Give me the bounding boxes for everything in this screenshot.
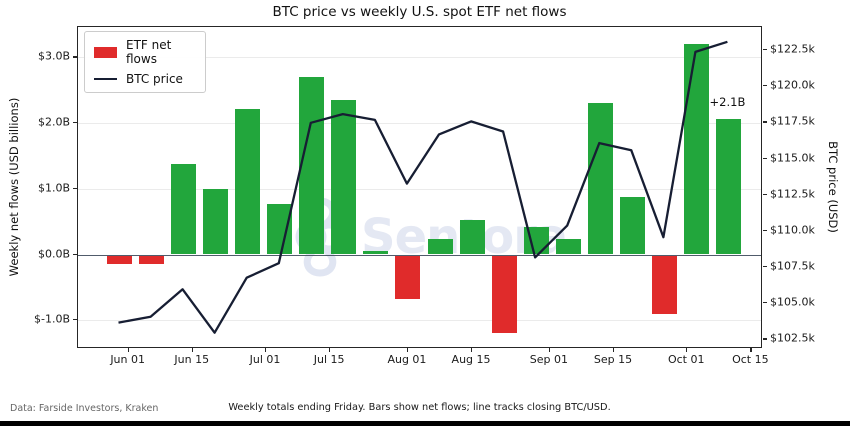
etf-flow-bar: [715, 118, 741, 255]
etf-flow-bar: [235, 109, 261, 255]
tick-mark: [72, 253, 77, 255]
right-y-tick-label: $110.0k: [770, 223, 815, 237]
btc-price-line-swatch-icon: [94, 77, 117, 81]
gridline: [78, 123, 761, 125]
etf-flow-bar: [299, 77, 325, 255]
right-y-tick-label: $107.5k: [770, 259, 815, 273]
etf-flow-bar: [203, 188, 229, 255]
right-y-axis-label: BTC price (USD): [826, 141, 840, 233]
tick-mark: [612, 348, 615, 352]
right-y-tick-label: $122.5k: [770, 42, 815, 56]
etf-flow-bar: [107, 254, 132, 265]
x-tick-label: Jun 01: [110, 353, 145, 366]
x-tick-label: Aug 01: [387, 353, 427, 366]
right-y-tick-label: $112.5k: [770, 187, 815, 201]
tick-mark: [762, 229, 767, 232]
etf-flow-bar: [267, 203, 293, 255]
tick-mark: [686, 348, 688, 352]
x-tick-label: Sep 01: [529, 353, 568, 366]
etf-flow-bar: [523, 226, 549, 255]
tick-mark: [762, 121, 767, 123]
etf-flow-bar: [427, 239, 453, 255]
left-y-tick-label: $3.0B: [37, 49, 70, 63]
etf-flow-bar: [619, 197, 645, 255]
x-tick-label: Jul 15: [313, 353, 345, 366]
etf-flow-bar: [139, 254, 165, 265]
etf-flows-swatch-icon: [94, 46, 117, 58]
tick-mark: [127, 348, 129, 352]
tick-mark: [406, 348, 409, 352]
tick-mark: [762, 157, 767, 159]
tick-mark: [72, 56, 77, 58]
right-y-tick-label: $117.5k: [770, 114, 815, 128]
source-note: Data: Farside Investors, Kraken: [10, 403, 159, 414]
chart-title: BTC price vs weekly U.S. spot ETF net fl…: [272, 4, 567, 20]
right-y-tick-label: $102.5k: [770, 331, 815, 345]
legend-item-btc-price: BTC price: [94, 72, 195, 86]
legend-item-etf-net-flows: ETF net flows: [94, 38, 195, 66]
footnote: Weekly totals ending Friday. Bars show n…: [228, 402, 611, 413]
x-tick-label: Sep 15: [593, 353, 633, 366]
left-y-tick-label: $0.0B: [37, 247, 70, 260]
bottom-window-edge: [0, 421, 850, 426]
tick-mark: [329, 348, 331, 352]
legend: ETF net flows BTC price: [84, 31, 206, 93]
etf-flow-bar: [395, 254, 421, 299]
etf-flow-bar: [555, 239, 581, 255]
x-tick-label: Oct 01: [667, 353, 705, 366]
etf-flow-bar: [683, 43, 709, 255]
left-y-axis-label: Weekly net flows (USD billions): [7, 97, 21, 277]
tick-mark: [762, 193, 767, 195]
tick-mark: [471, 348, 473, 352]
x-tick-label: Jun 15: [174, 353, 210, 366]
tick-mark: [72, 187, 77, 189]
left-y-tick-label: $1.0B: [37, 181, 70, 195]
last-bar-annotation: +2.1B: [709, 94, 746, 109]
tick-mark: [762, 338, 767, 340]
tick-mark: [191, 348, 193, 352]
tick-mark: [265, 348, 267, 352]
etf-flow-bar: [587, 103, 613, 255]
etf-flow-bar: [491, 254, 517, 334]
tick-mark: [72, 122, 77, 124]
left-y-tick-label: $2.0B: [37, 115, 70, 129]
tick-mark: [548, 348, 551, 352]
etf-flow-bar: [171, 163, 197, 255]
etf-flow-bar: [651, 254, 677, 315]
right-y-tick-label: $105.0k: [770, 295, 815, 309]
tick-mark: [750, 348, 752, 352]
left-y-tick-label: $-1.0B: [33, 312, 70, 326]
tick-mark: [762, 302, 767, 304]
tick-mark: [762, 266, 767, 268]
tick-mark: [762, 49, 767, 51]
tick-mark: [72, 319, 77, 321]
x-tick-label: Oct 15: [732, 353, 769, 366]
x-tick-label: Aug 15: [451, 353, 491, 366]
tick-mark: [762, 85, 767, 87]
gridline: [78, 320, 761, 322]
right-y-tick-label: $120.0k: [770, 78, 815, 92]
legend-label-btc-price: BTC price: [126, 72, 183, 86]
legend-label-etf-net-flows: ETF net flows: [126, 38, 172, 66]
x-tick-label: Jul 01: [249, 353, 281, 366]
zero-line: [78, 254, 761, 256]
etf-flow-bar: [459, 220, 485, 255]
right-y-tick-label: $115.0k: [770, 151, 815, 165]
etf-flow-bar: [331, 100, 357, 255]
